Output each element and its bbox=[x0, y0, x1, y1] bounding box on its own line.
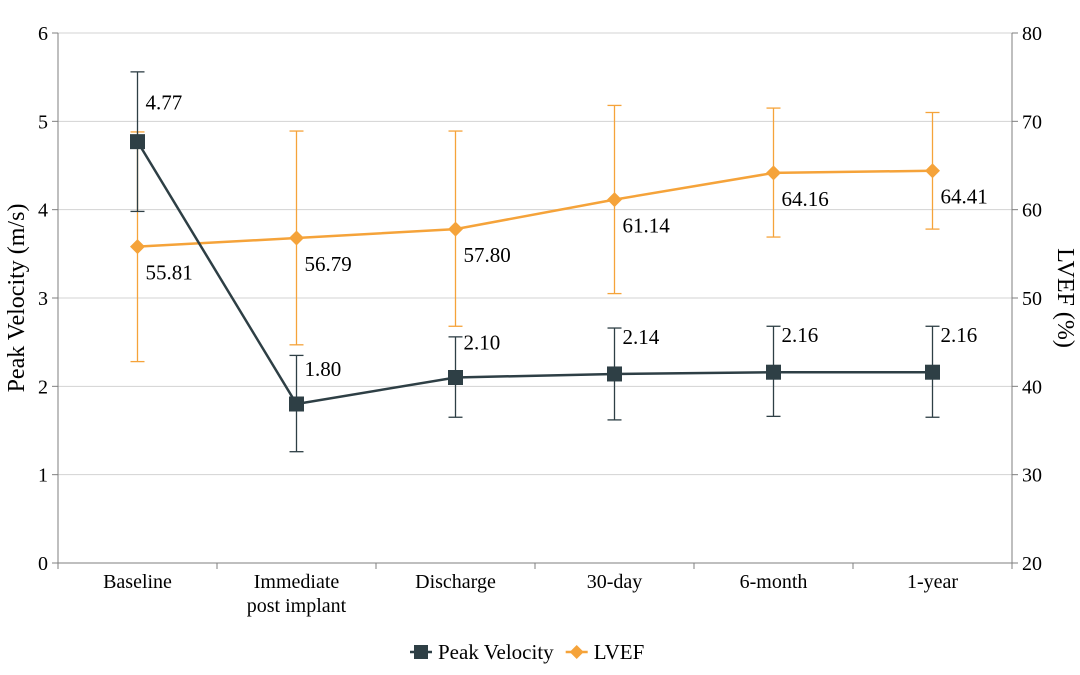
y-left-tick-label: 0 bbox=[38, 553, 48, 575]
data-label-peak-velocity: 2.10 bbox=[464, 331, 501, 355]
y-right-axis-title: LVEF (%) bbox=[1052, 248, 1078, 348]
x-tick-label-line: 30-day bbox=[587, 571, 643, 593]
data-point-diamond bbox=[130, 239, 145, 255]
legend: Peak Velocity LVEF bbox=[410, 640, 644, 664]
data-point-diamond bbox=[607, 192, 622, 208]
grid-lines bbox=[58, 32, 1012, 476]
x-tick-label-line: Immediate bbox=[254, 571, 340, 593]
y-right-tick-label: 20 bbox=[1022, 553, 1042, 575]
axes: 0 1 2 3 4 5 6 20 30 40 50 60 70 80 Baseline Immediate po… bbox=[4, 23, 1078, 617]
y-left-tick-label: 2 bbox=[38, 376, 48, 398]
series-line-lvef bbox=[137, 169, 933, 248]
x-tick-label: 6-month bbox=[740, 571, 808, 593]
legend-square-marker bbox=[414, 645, 428, 659]
data-label-peak-velocity: 1.80 bbox=[305, 357, 342, 381]
legend-diamond-marker bbox=[569, 645, 584, 659]
data-point-square bbox=[448, 370, 463, 385]
y-right-tick-label: 50 bbox=[1022, 288, 1042, 310]
series-peak-velocity bbox=[130, 71, 940, 453]
x-tick-label-line: 1-year bbox=[907, 571, 958, 593]
data-label-peak-velocity: 2.16 bbox=[782, 323, 819, 347]
y-left-tick-label: 3 bbox=[38, 288, 48, 310]
data-label-lvef: 61.14 bbox=[623, 214, 671, 238]
data-label-lvef: 55.81 bbox=[146, 261, 193, 285]
legend-label: Peak Velocity bbox=[438, 640, 554, 664]
y-left-tick-label: 6 bbox=[38, 23, 48, 45]
data-point-square bbox=[607, 366, 622, 382]
data-labels: 55.81 56.79 57.80 61.14 64.16 64.41 4.77 1.80 2.… bbox=[146, 91, 988, 381]
series-layer bbox=[130, 71, 940, 453]
y-right-tick-label: 80 bbox=[1022, 23, 1042, 45]
series-line-peak-velocity bbox=[136, 141, 933, 406]
x-tick-label: 1-year bbox=[907, 571, 958, 593]
x-tick-label-line: 6-month bbox=[740, 571, 808, 593]
data-label-peak-velocity: 2.14 bbox=[623, 325, 660, 349]
y-right-tick-label: 30 bbox=[1022, 465, 1042, 487]
series-lvef bbox=[130, 104, 940, 363]
x-tick-label-line: post implant bbox=[247, 595, 347, 617]
data-point-diamond bbox=[289, 230, 304, 246]
y-left-tick-label: 5 bbox=[38, 111, 48, 133]
data-label-peak-velocity: 4.77 bbox=[146, 91, 183, 115]
data-label-lvef: 64.16 bbox=[782, 187, 829, 211]
y-right-tick-label: 60 bbox=[1022, 200, 1042, 222]
data-point-square bbox=[925, 364, 940, 380]
data-point-diamond bbox=[766, 165, 781, 181]
legend-item-lvef: LVEF bbox=[565, 640, 645, 664]
legend-item-peak-velocity: Peak Velocity bbox=[410, 640, 554, 664]
data-point-square bbox=[130, 134, 145, 150]
x-tick-label: Immediate post implant bbox=[247, 571, 347, 617]
data-label-peak-velocity: 2.16 bbox=[941, 323, 978, 347]
x-tick-label: Discharge bbox=[415, 571, 496, 593]
data-point-diamond bbox=[448, 221, 463, 237]
y-left-tick-label: 4 bbox=[38, 200, 48, 222]
data-label-lvef: 57.80 bbox=[464, 243, 511, 267]
x-tick-label: Baseline bbox=[103, 571, 172, 593]
y-left-axis-title: Peak Velocity (m/s) bbox=[4, 204, 30, 393]
x-tick-label-line: Baseline bbox=[103, 571, 172, 593]
data-label-lvef: 56.79 bbox=[305, 252, 352, 276]
y-right-tick-label: 40 bbox=[1022, 376, 1042, 398]
data-point-square bbox=[289, 396, 304, 412]
y-right-tick-label: 70 bbox=[1022, 111, 1042, 133]
x-tick-label: 30-day bbox=[587, 571, 643, 593]
x-tick-label-line: Discharge bbox=[415, 571, 496, 593]
data-point-square bbox=[766, 364, 781, 380]
legend-label: LVEF bbox=[594, 640, 645, 664]
y-left-tick-label: 1 bbox=[38, 465, 48, 487]
data-label-lvef: 64.41 bbox=[941, 185, 988, 209]
data-point-diamond bbox=[925, 163, 940, 179]
